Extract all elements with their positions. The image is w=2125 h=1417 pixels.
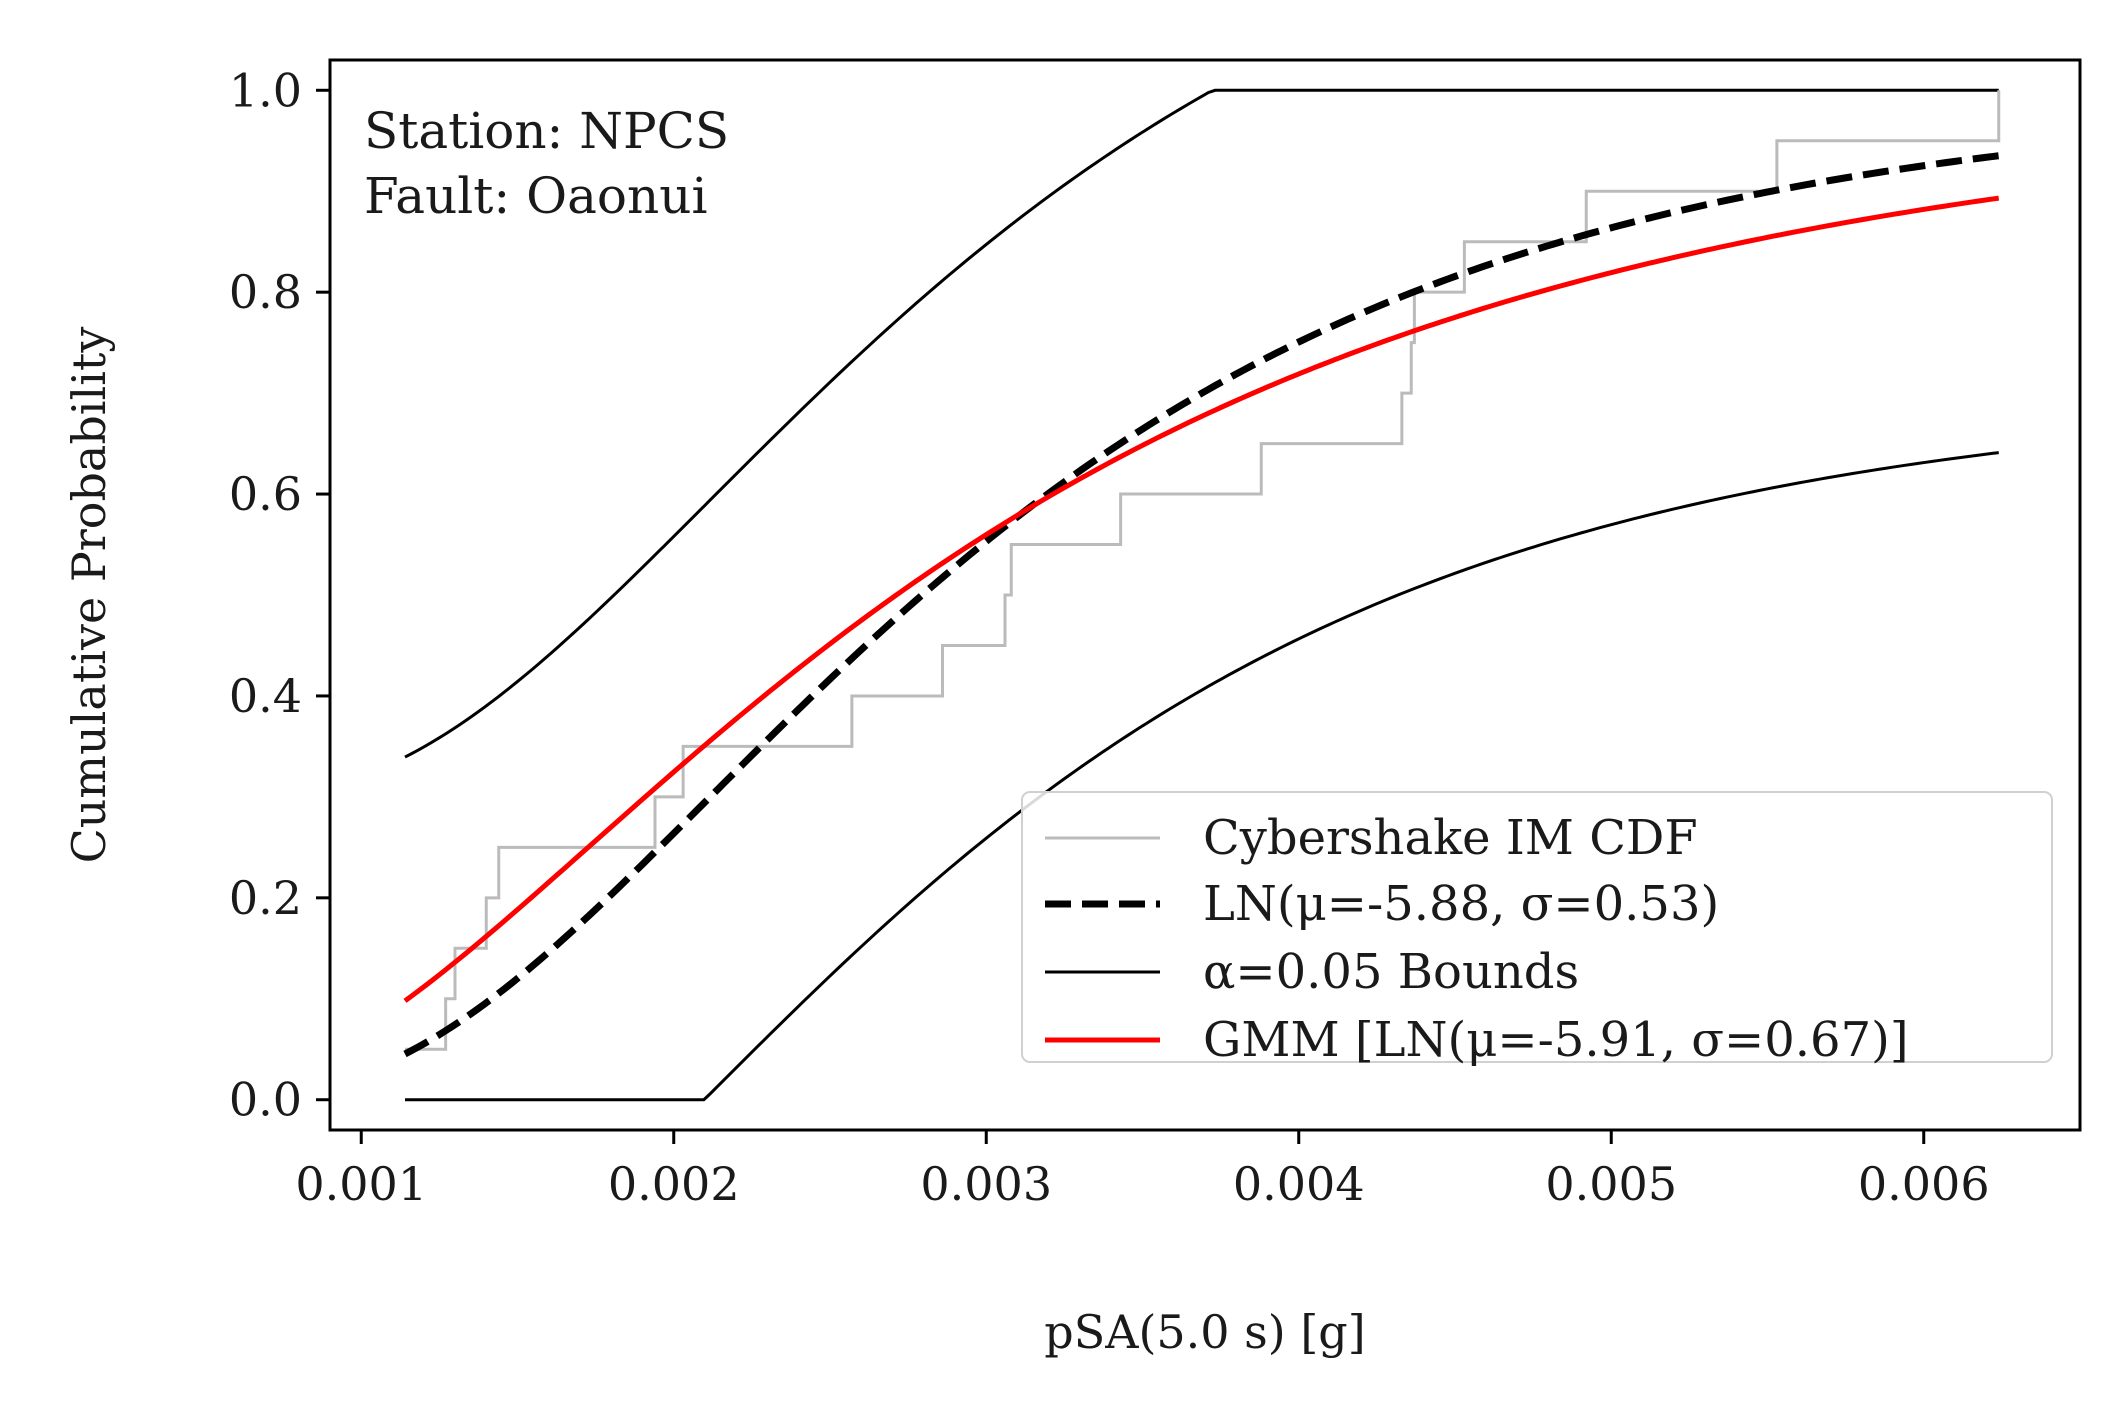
y-tick-label: 1.0 bbox=[229, 63, 302, 117]
x-tick-label: 0.003 bbox=[920, 1157, 1052, 1211]
series-gmm-cdf bbox=[403, 195, 2000, 1003]
y-tick-label: 0.4 bbox=[229, 669, 302, 723]
legend: Cybershake IM CDF LN(μ=-5.88, σ=0.53) α=… bbox=[1021, 791, 2053, 1068]
y-axis-label: Cumulative Probability bbox=[62, 327, 116, 864]
series-empirical-cdf bbox=[405, 90, 2001, 1051]
series-upper-bound bbox=[404, 88, 1999, 759]
legend-label-gmm: GMM [LN(μ=-5.91, σ=0.67)] bbox=[1203, 1012, 1909, 1068]
y-tick-label: 0.8 bbox=[229, 265, 302, 319]
y-tick-label: 0.0 bbox=[229, 1073, 302, 1127]
station-annotation: Station: NPCS bbox=[364, 102, 729, 160]
legend-label-empirical: Cybershake IM CDF bbox=[1203, 810, 1698, 866]
legend-box bbox=[1021, 791, 2053, 1063]
x-tick-label: 0.002 bbox=[608, 1157, 740, 1211]
x-tick-label: 0.006 bbox=[1858, 1157, 1990, 1211]
x-tick-label: 0.001 bbox=[295, 1157, 427, 1211]
plot-frame bbox=[328, 58, 2082, 1132]
series-ln-cdf bbox=[403, 152, 2000, 1058]
x-axis-label: pSA(5.0 s) [g] bbox=[1044, 1305, 1365, 1359]
y-tick-label: 0.6 bbox=[229, 467, 302, 521]
y-axis-ticks: 0.0 0.2 0.4 0.6 0.8 1.0 bbox=[229, 63, 330, 1127]
x-axis-ticks: 0.001 0.002 0.003 0.004 0.005 0.006 bbox=[295, 1130, 1990, 1211]
series-layer bbox=[403, 88, 2001, 1102]
legend-label-ln: LN(μ=-5.88, σ=0.53) bbox=[1203, 876, 1719, 932]
x-tick-label: 0.005 bbox=[1545, 1157, 1677, 1211]
y-tick-label: 0.2 bbox=[229, 871, 302, 925]
legend-label-bounds: α=0.05 Bounds bbox=[1203, 944, 1579, 1000]
x-tick-label: 0.004 bbox=[1233, 1157, 1365, 1211]
fault-annotation: Fault: Oaonui bbox=[364, 167, 707, 225]
series-lower-bound bbox=[405, 451, 1999, 1102]
